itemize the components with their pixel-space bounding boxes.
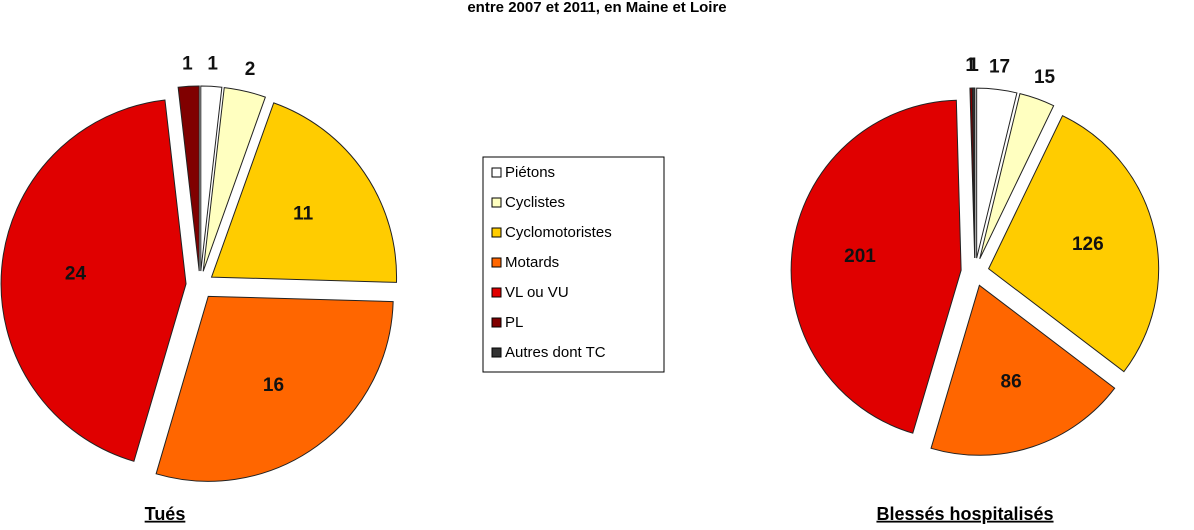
pie-slice [930, 284, 1116, 456]
data-label: 24 [65, 263, 87, 284]
legend-label: Cyclistes [505, 194, 565, 211]
pie-slice [976, 87, 1018, 259]
data-label: 1 [207, 53, 218, 74]
pie-slice [177, 85, 200, 272]
data-label: 15 [1034, 67, 1056, 88]
legend-label: Piétons [505, 164, 555, 181]
legend-swatch [491, 227, 502, 238]
data-label: 1 [968, 55, 979, 76]
data-label: 16 [263, 375, 284, 396]
data-label: 17 [989, 56, 1010, 77]
legend-label: Autres dont TC [505, 344, 606, 361]
legend-label: Motards [505, 254, 559, 271]
pie-slice [210, 102, 397, 283]
legend-swatch [491, 167, 502, 178]
pie-slice [987, 114, 1160, 373]
legend-swatch [491, 287, 502, 298]
legend-swatch [491, 257, 502, 268]
legend-swatch [491, 197, 502, 208]
legend-swatch [491, 347, 502, 358]
chart-title: entre 2007 et 2011, en Maine et Loire [467, 0, 726, 16]
data-label: 11 [293, 203, 314, 224]
pie-slice [200, 85, 223, 272]
pie-slice [155, 295, 394, 482]
pie-slice [0, 99, 187, 462]
pie-slice [972, 87, 976, 259]
legend-label: Cyclomotoristes [505, 224, 612, 241]
data-label: 1 [182, 53, 193, 74]
pie-title: Tués [145, 504, 186, 524]
legend-label: PL [505, 314, 523, 331]
pie-slice [979, 93, 1055, 260]
data-label: 201 [844, 246, 876, 267]
legend-label: VL ou VU [505, 284, 569, 301]
pie-title: Blessés hospitalisés [876, 504, 1053, 524]
data-label: 126 [1072, 234, 1104, 255]
data-label: 2 [245, 59, 256, 80]
pie-slice [202, 87, 266, 272]
pie-slice [790, 99, 962, 434]
data-label: 86 [1001, 371, 1022, 392]
data-label: 1 [965, 55, 976, 76]
legend-swatch [491, 317, 502, 328]
legend-box [482, 156, 665, 373]
